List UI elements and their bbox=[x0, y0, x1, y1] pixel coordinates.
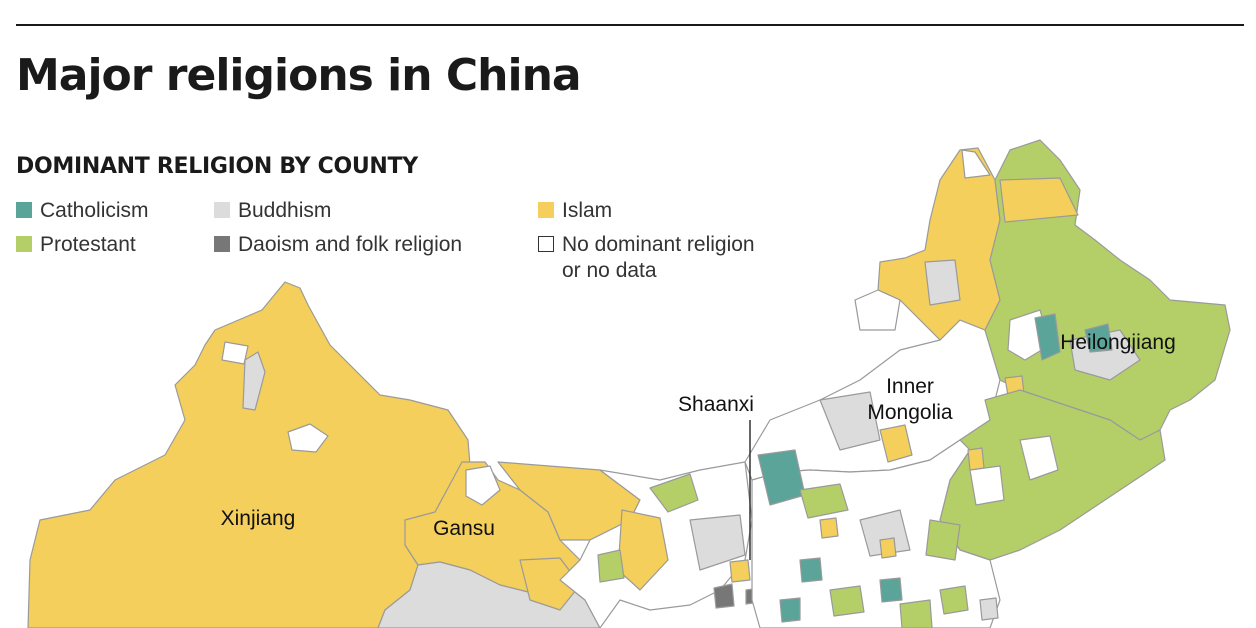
north-china-buddhist-patch bbox=[979, 597, 999, 621]
legend-item-catholicism: Catholicism bbox=[16, 198, 149, 224]
north-china-islam-patch bbox=[729, 559, 751, 583]
heilongjiang-label: Heilongjiang bbox=[1060, 331, 1176, 354]
north-china-islam-patch bbox=[819, 517, 839, 539]
north-china-protestant-patch bbox=[829, 585, 865, 617]
legend-item-daoism: Daoism and folk religion bbox=[214, 232, 462, 258]
xinjiang-region bbox=[27, 281, 481, 628]
daoism-patch bbox=[713, 583, 735, 609]
protestant-swatch bbox=[16, 236, 32, 252]
xinjiang-buddhist-patch bbox=[242, 351, 266, 411]
hulunbuir-blank-patch bbox=[854, 289, 901, 331]
hulunbuir-buddhist-patch bbox=[924, 259, 961, 306]
qinghai-islam-patch bbox=[519, 557, 581, 611]
legend-item-islam: Islam bbox=[538, 198, 612, 224]
xinjiang-blank-patch bbox=[287, 423, 329, 453]
north-china-islam-patch bbox=[967, 447, 985, 471]
north-china-protestant-patch bbox=[899, 599, 933, 628]
legend-item-no-dominant: No dominant religion or no data bbox=[538, 232, 755, 284]
heilongjiang-catholic-patch bbox=[1034, 313, 1061, 361]
north-china-protestant-patch bbox=[925, 519, 961, 561]
liaoning-blank-patch bbox=[969, 465, 1005, 506]
daoism-swatch bbox=[214, 236, 230, 252]
legend-label: Protestant bbox=[40, 233, 136, 256]
legend-label: Islam bbox=[562, 199, 613, 222]
hulunbuir-region bbox=[877, 147, 1001, 341]
qinghai-region bbox=[377, 561, 601, 628]
inner-mongolia-label: Inner bbox=[886, 375, 934, 398]
inner-mongolia-buddhist-patch bbox=[819, 391, 881, 451]
xinjiang-blank-patch bbox=[221, 341, 249, 365]
central-protestant-patch bbox=[597, 549, 625, 583]
north-china-buddhist-patch bbox=[859, 509, 911, 557]
central-buddhist-patch bbox=[689, 514, 746, 571]
ningxia-protestant-patch bbox=[649, 473, 699, 513]
heilongjiang-islam-strip bbox=[999, 177, 1079, 223]
legend-item-buddhism: Buddhism bbox=[214, 198, 331, 224]
xinjiang-label: Xinjiang bbox=[221, 507, 296, 530]
legend-label: Daoism and folk religion bbox=[238, 233, 463, 256]
islam-swatch bbox=[538, 202, 554, 218]
inner-mongolia-label: Mongolia bbox=[867, 401, 953, 424]
north-china-protestant-patch bbox=[939, 585, 969, 615]
jilin-blank-patch bbox=[1019, 435, 1059, 481]
legend-title: DOMINANT RELIGION BY COUNTY bbox=[16, 154, 418, 179]
gansu-label: Gansu bbox=[433, 517, 495, 540]
hulunbuir-blank-patch bbox=[961, 149, 991, 179]
gansu-blank-patch bbox=[465, 465, 501, 506]
no-dominant-swatch bbox=[538, 236, 554, 252]
heilongjiang-catholic-patch bbox=[1084, 323, 1113, 353]
north-china-catholic-patch bbox=[799, 557, 823, 583]
page-title: Major religions in China bbox=[16, 50, 582, 101]
legend-label: Buddhism bbox=[238, 199, 332, 222]
shaanxi-label: Shaanxi bbox=[678, 393, 754, 416]
top-rule bbox=[16, 24, 1244, 26]
legend-item-protestant: Protestant bbox=[16, 232, 136, 258]
legend-label: Catholicism bbox=[40, 199, 149, 222]
north-china-islam-patch bbox=[879, 537, 897, 559]
inner-mongolia-islam-patch bbox=[879, 424, 913, 463]
north-china-catholic-patch bbox=[879, 577, 903, 603]
north-china-protestant-patch bbox=[799, 483, 849, 519]
buddhism-swatch bbox=[214, 202, 230, 218]
north-china-catholic-patch bbox=[779, 597, 801, 623]
catholicism-swatch bbox=[16, 202, 32, 218]
legend-label: No dominant religion or no data bbox=[562, 233, 755, 282]
